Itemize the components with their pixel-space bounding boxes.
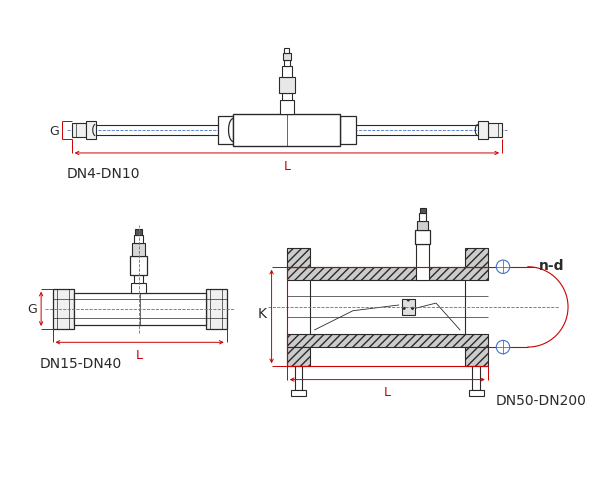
Circle shape (496, 261, 509, 274)
Bar (417, 221, 428, 231)
Bar (310, 280, 465, 334)
Bar (465, 248, 488, 267)
Bar (420, 209, 425, 214)
Bar (53, 289, 74, 329)
Text: DN50-DN200: DN50-DN200 (496, 393, 586, 407)
Text: L: L (384, 385, 391, 398)
Bar (287, 348, 310, 366)
Text: G: G (50, 124, 59, 137)
Bar (287, 334, 488, 348)
Bar (284, 48, 289, 53)
Bar (284, 61, 290, 67)
Bar (478, 122, 488, 139)
Bar (218, 117, 233, 145)
Bar (206, 289, 227, 329)
Bar (86, 122, 95, 139)
Bar (282, 94, 292, 101)
Bar (340, 117, 356, 145)
Bar (280, 101, 293, 115)
Bar (72, 123, 86, 138)
Bar (233, 115, 340, 147)
Text: n-d: n-d (538, 258, 564, 272)
Bar (416, 244, 430, 280)
Bar (469, 390, 484, 396)
Bar (281, 67, 292, 78)
Bar (134, 236, 143, 243)
Bar (279, 78, 295, 94)
Bar (488, 123, 502, 138)
Circle shape (496, 341, 509, 354)
Bar (472, 366, 480, 390)
Bar (133, 243, 145, 257)
Bar (465, 348, 488, 366)
Text: L: L (136, 348, 143, 361)
Text: K: K (257, 306, 266, 320)
Bar (136, 230, 142, 236)
Bar (291, 390, 306, 396)
Bar (74, 293, 206, 325)
Bar (401, 300, 415, 315)
Text: DN15-DN40: DN15-DN40 (39, 356, 121, 370)
Bar (131, 283, 146, 293)
Bar (283, 53, 291, 61)
Text: L: L (283, 159, 290, 172)
Bar (287, 248, 310, 267)
Bar (419, 214, 427, 221)
Text: DN4-DN10: DN4-DN10 (67, 167, 140, 181)
Bar (134, 276, 143, 283)
Bar (130, 257, 147, 276)
Text: G: G (28, 303, 37, 316)
Bar (287, 267, 488, 280)
Bar (415, 231, 430, 244)
Bar (295, 366, 302, 390)
